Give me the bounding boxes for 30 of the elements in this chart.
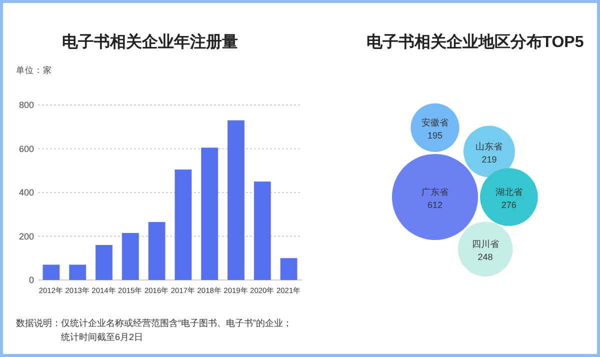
- category-label: 安徽省: [422, 118, 448, 128]
- bar: [280, 258, 298, 280]
- y-tick-label: 600: [18, 144, 34, 154]
- text: 数据说明：仅统计企业名称或经营范围含“电子图书、电子书”的企业；: [16, 318, 292, 328]
- bar: [254, 182, 271, 280]
- text: 单位：家: [16, 65, 52, 75]
- bar: [148, 222, 166, 280]
- data-label: 612: [427, 200, 443, 210]
- text: 电子书相关企业地区分布TOP5: [366, 33, 584, 51]
- data-label: 219: [482, 154, 497, 164]
- chart-title: 电子书相关企业年注册量: [62, 33, 238, 51]
- bar: [122, 232, 139, 280]
- data-label: 276: [501, 200, 516, 210]
- data-label: 195: [427, 130, 443, 141]
- bar: [96, 245, 112, 280]
- category-label: 山东省: [476, 141, 503, 152]
- y-tick-label: 200: [18, 231, 34, 242]
- bar: [69, 264, 86, 280]
- category-label: 广东省: [422, 187, 448, 197]
- y-tick-label: 400: [18, 188, 34, 198]
- bar: [201, 148, 218, 280]
- category-label: 四川省: [472, 239, 499, 250]
- bar: [228, 120, 244, 280]
- y-tick-label: 800: [18, 100, 34, 110]
- category-label: 湖北省: [495, 187, 522, 197]
- bar: [42, 264, 60, 280]
- y-tick-label: 0: [28, 275, 34, 285]
- bar: [174, 170, 192, 280]
- data-label: 248: [478, 252, 493, 262]
- text: 统计时间截至6月2日: [61, 332, 144, 342]
